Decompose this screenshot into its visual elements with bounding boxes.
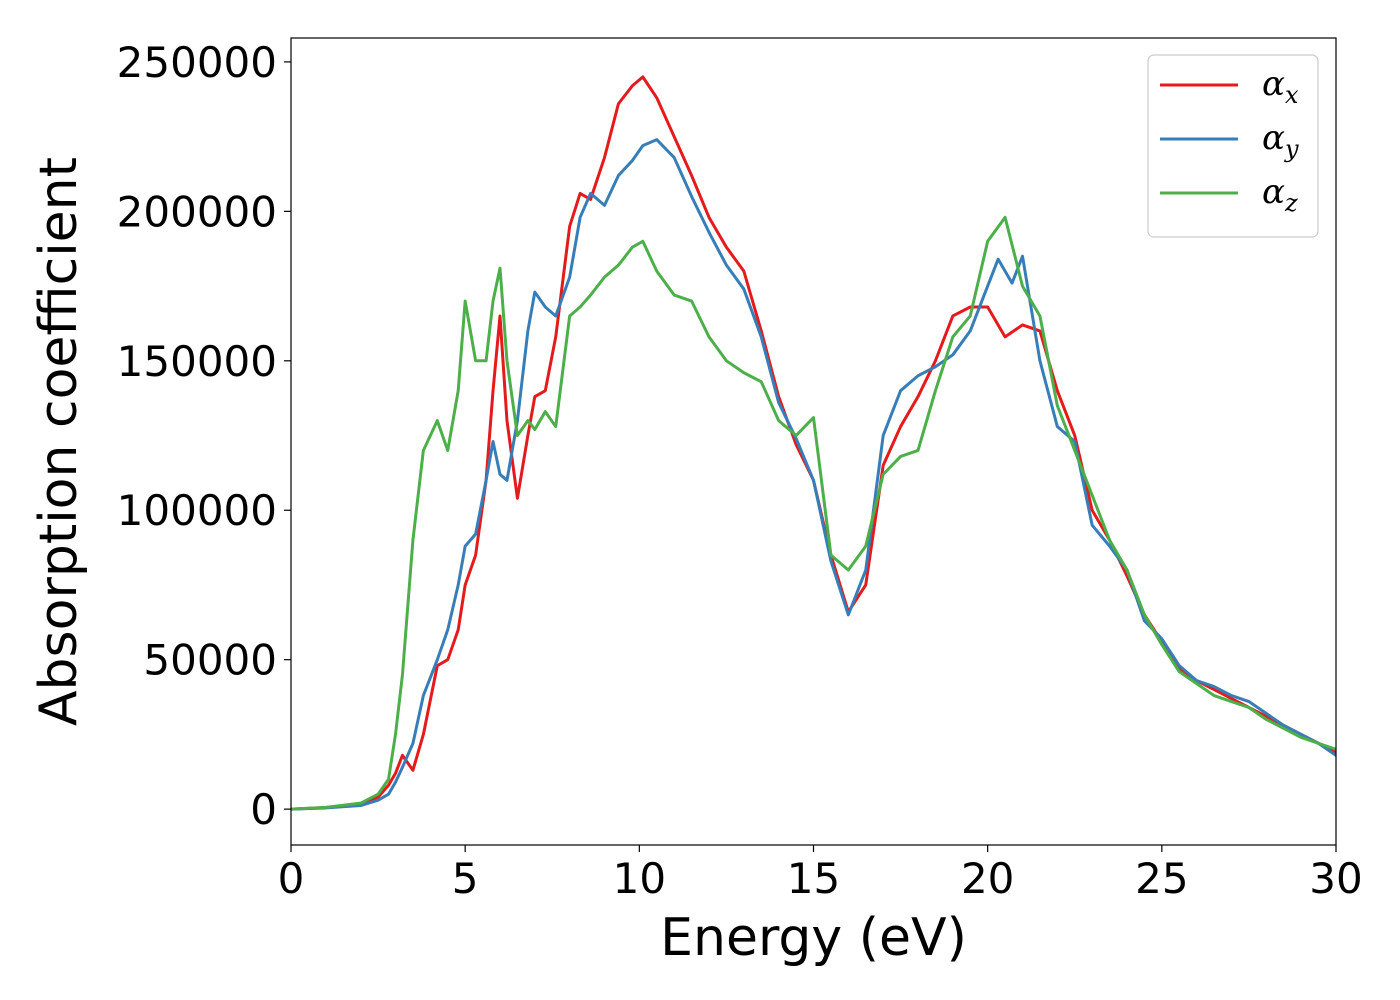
x-tick-label: 15 [787,854,840,903]
x-ticks: 0 5 10 15 20 25 30 [278,845,1363,903]
x-axis-title: Energy (eV) [660,908,967,968]
legend-label-subscript: z [1284,189,1298,217]
y-tick-label: 150000 [117,337,277,386]
legend-label-base: α [1262,64,1285,104]
legend-label-subscript: x [1285,81,1299,109]
y-axis-title: Absorption coefficient [29,157,89,726]
y-ticks: 0 50000 100000 150000 200000 250000 [117,38,291,834]
legend-label-y: αy [1262,118,1299,163]
y-tick-label: 200000 [117,187,277,236]
y-tick-label: 250000 [117,38,277,87]
series-layer [291,75,1336,811]
x-tick-label: 25 [1135,854,1188,903]
y-tick-label: 100000 [117,486,277,535]
legend-label-z: αz [1262,172,1298,217]
y-tick-label: 50000 [143,636,277,685]
legend-label-x: αx [1262,64,1299,109]
x-tick-label: 0 [278,854,305,903]
x-tick-label: 10 [613,854,666,903]
series-line-z [291,215,1336,811]
x-tick-label: 30 [1309,854,1362,903]
x-tick-label: 20 [961,854,1014,903]
series-line-y [291,138,1336,811]
x-tick-label: 5 [452,854,479,903]
legend-label-subscript: y [1284,135,1299,163]
legend-label-base: α [1262,172,1285,212]
legend-label-base: α [1262,118,1285,158]
y-tick-label: 0 [250,785,277,834]
